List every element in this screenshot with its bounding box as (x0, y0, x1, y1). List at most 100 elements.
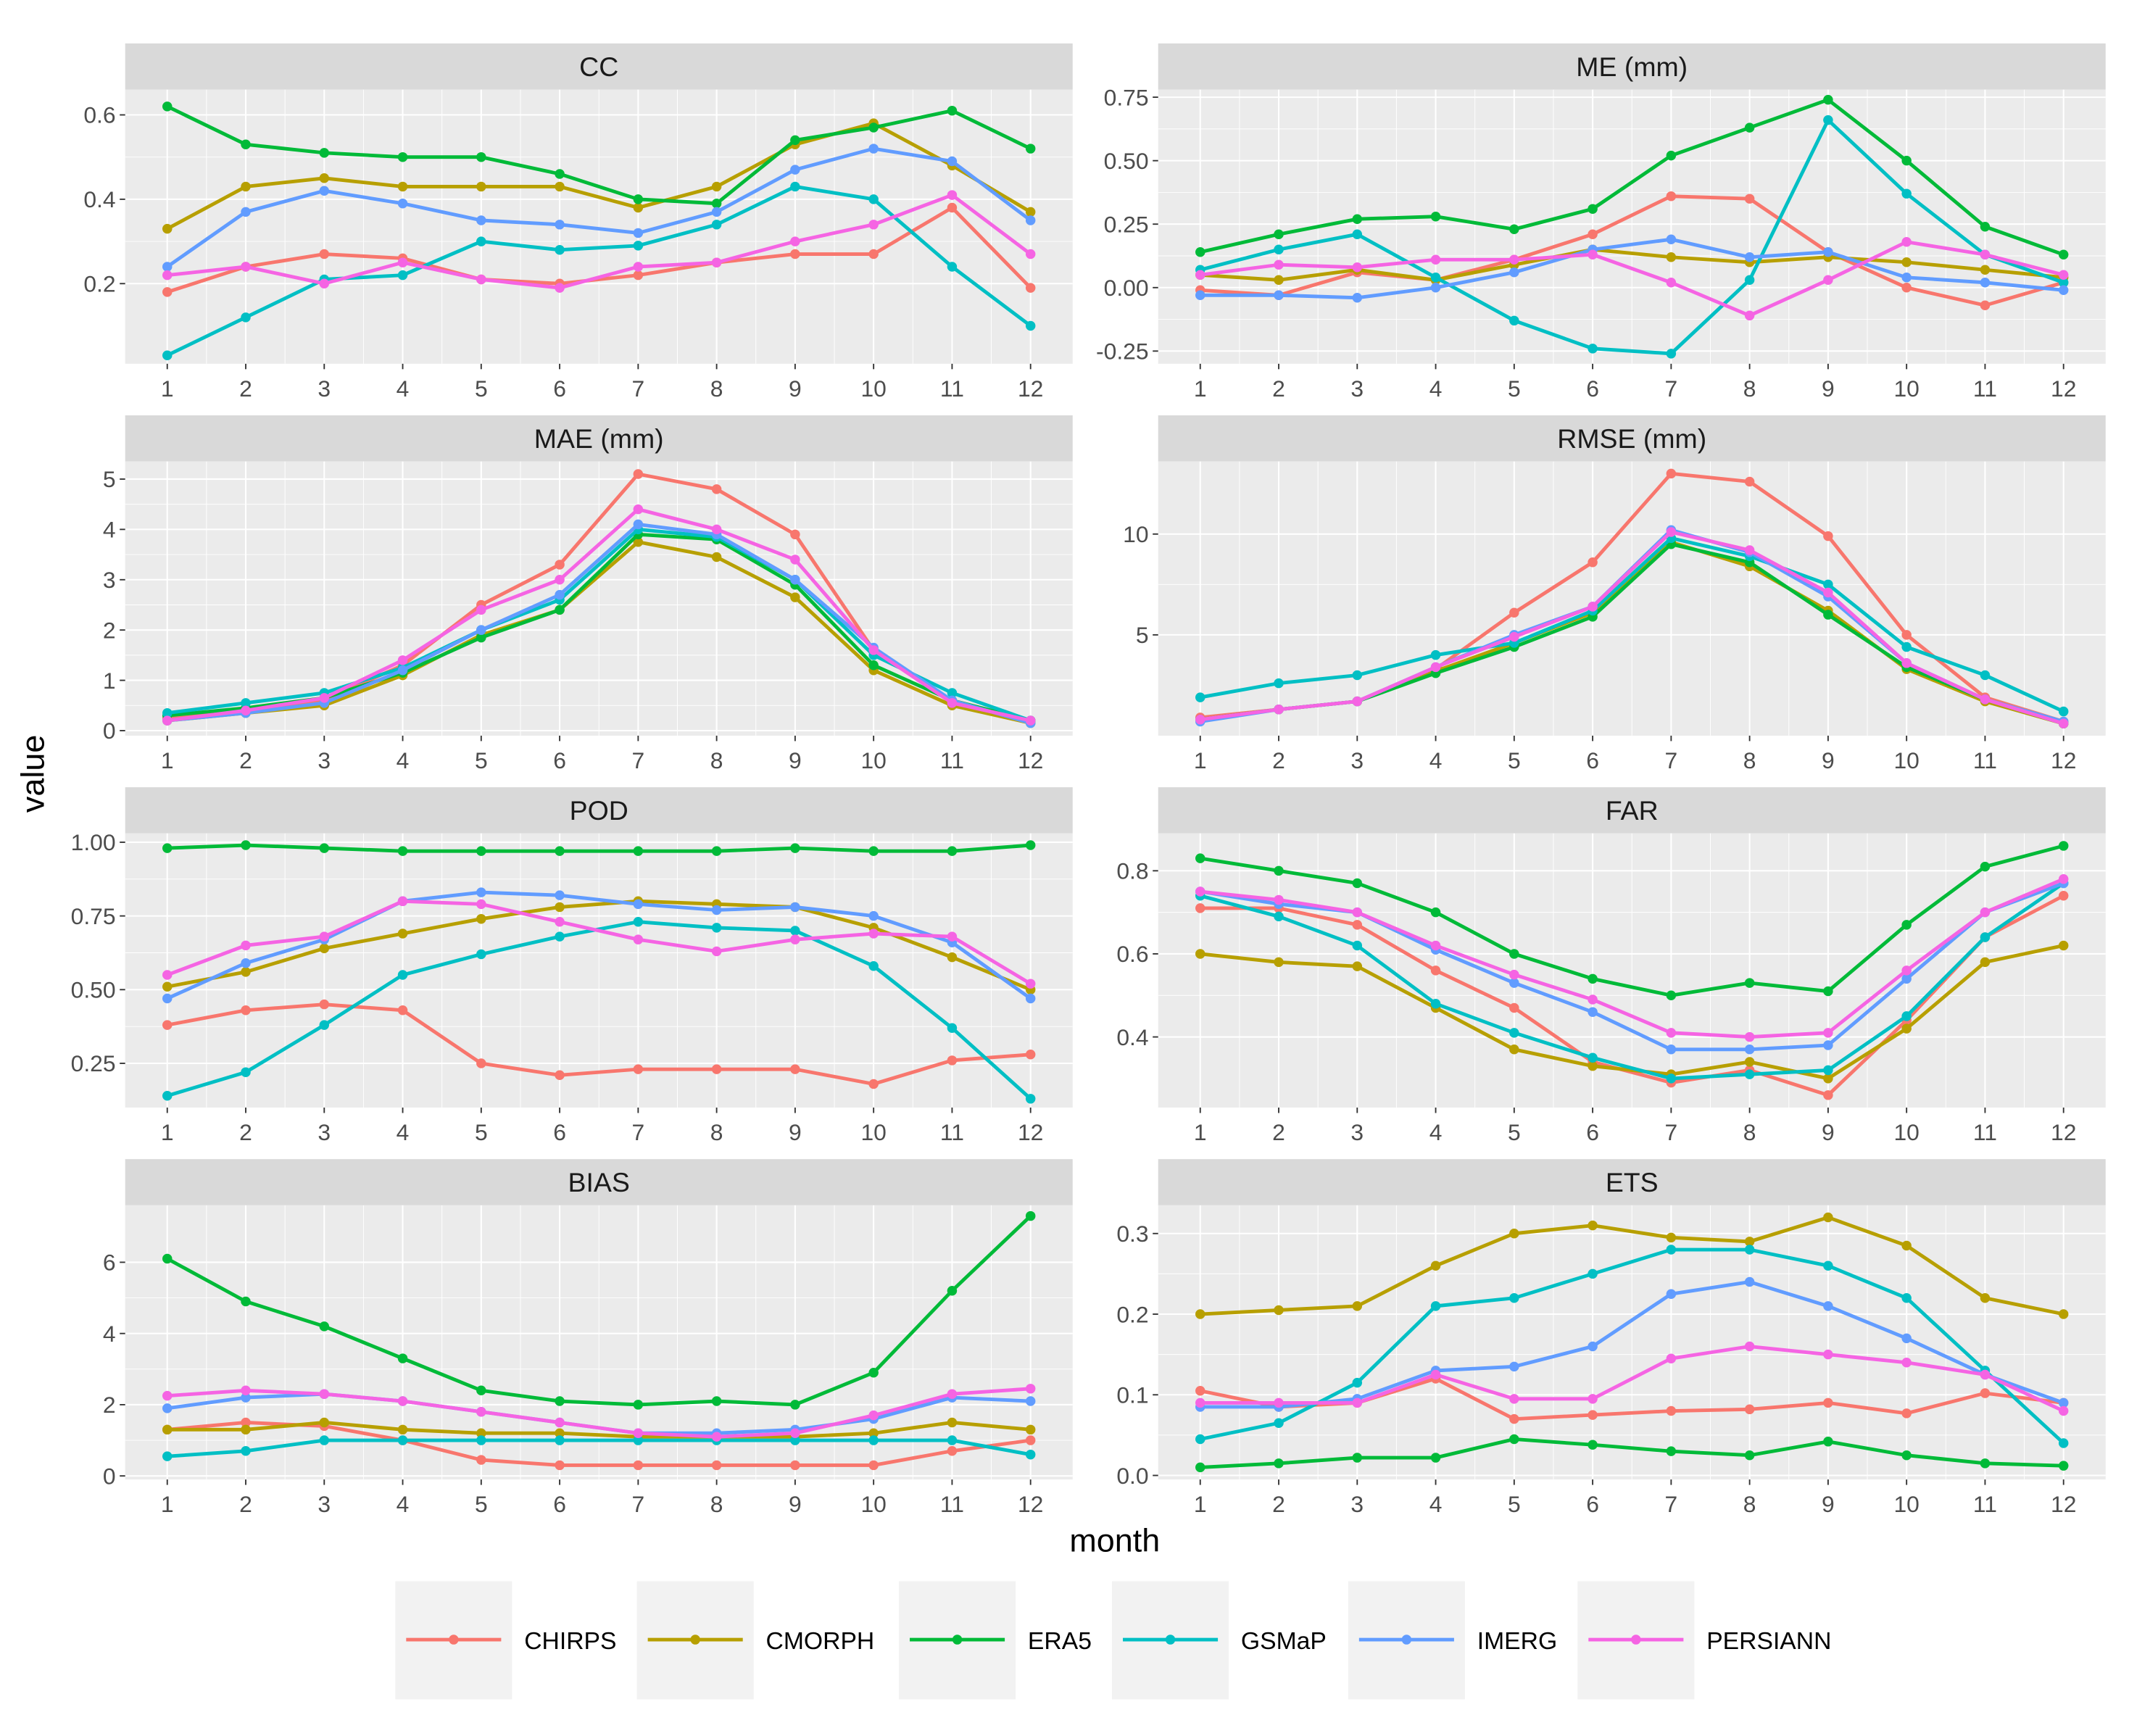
data-point (397, 1005, 408, 1016)
series-line (167, 1002, 1031, 1086)
series-line (1200, 117, 2064, 356)
data-point (476, 605, 486, 615)
data-point (1509, 1044, 1519, 1055)
data-point (1195, 1385, 1205, 1396)
data-point (633, 262, 644, 272)
data-point (2058, 1461, 2069, 1471)
data-point (1430, 940, 1441, 951)
data-point (1744, 122, 1755, 133)
data-point (1274, 290, 1284, 301)
data-point (868, 220, 879, 230)
data-point (1509, 1002, 1519, 1013)
data-point (1666, 527, 1677, 537)
data-point (2058, 890, 2069, 901)
data-point (790, 926, 800, 936)
data-point (397, 257, 408, 267)
data-point (1274, 1418, 1284, 1428)
data-point (241, 139, 251, 149)
data-point (947, 262, 958, 272)
data-point (1823, 587, 1833, 598)
data-point (241, 1067, 251, 1077)
x-tick-label: 12 (2051, 1119, 2076, 1145)
data-point (1352, 214, 1363, 224)
x-tick-label: 6 (1586, 1119, 1599, 1145)
data-point (1025, 979, 1036, 989)
panel-title: ETS (1606, 1167, 1659, 1197)
data-point (555, 902, 565, 913)
data-point (162, 1424, 173, 1435)
x-tick-label: 1 (1194, 747, 1207, 773)
data-point (1588, 229, 1598, 239)
data-point (397, 151, 408, 162)
data-point (1430, 1261, 1441, 1271)
y-tick-label: 0.4 (1116, 1024, 1148, 1050)
data-point (476, 899, 486, 910)
data-point (1588, 1341, 1598, 1352)
data-point (1666, 1028, 1677, 1038)
x-tick-label: 12 (1018, 1119, 1043, 1145)
x-tick-label: 12 (2051, 747, 2076, 773)
data-point (1509, 631, 1519, 642)
data-point (1980, 932, 1991, 942)
data-point (1430, 965, 1441, 976)
series-line (1200, 844, 2064, 997)
legend-item-persiann: PERSIANN (1577, 1581, 1831, 1700)
data-point (476, 1407, 486, 1417)
data-point (1744, 978, 1755, 988)
data-point (1901, 188, 1912, 199)
data-point (162, 843, 173, 853)
data-point (1901, 630, 1912, 640)
data-point (1274, 244, 1284, 254)
data-point (1823, 610, 1833, 620)
data-point (1430, 649, 1441, 660)
x-tick-label: 11 (940, 375, 964, 402)
x-axis-label: month (1069, 1521, 1160, 1558)
data-point (1430, 211, 1441, 222)
data-point (397, 1424, 408, 1435)
data-point (1823, 1212, 1833, 1223)
x-tick-label: 12 (2051, 1491, 2076, 1517)
data-point (1588, 602, 1598, 612)
data-point (633, 1460, 644, 1471)
data-point (947, 156, 958, 167)
legend-label: IMERG (1477, 1627, 1557, 1655)
data-point (868, 144, 879, 154)
x-tick-label: 4 (1429, 1119, 1443, 1145)
data-point (633, 536, 644, 547)
x-tick-label: 11 (1973, 375, 1997, 402)
data-point (790, 843, 800, 853)
x-tick-label: 4 (397, 375, 410, 402)
x-tick-label: 10 (860, 1491, 886, 1517)
data-point (1430, 1369, 1441, 1380)
x-tick-label: 11 (940, 1491, 964, 1517)
x-tick-label: 8 (1743, 1491, 1756, 1517)
x-tick-label: 1 (161, 1491, 174, 1517)
x-tick-label: 8 (1743, 375, 1756, 402)
data-point (1980, 957, 1991, 968)
data-point (1744, 1069, 1755, 1079)
series-chirps (162, 999, 1036, 1089)
data-point (555, 1428, 565, 1438)
data-point (1509, 1229, 1519, 1239)
y-tick-label: 4 (103, 1321, 116, 1347)
x-tick-label: 9 (1822, 1119, 1835, 1145)
data-point (1980, 1388, 1991, 1398)
data-point (241, 958, 251, 968)
data-point (162, 981, 173, 992)
x-tick-label: 3 (318, 1491, 331, 1517)
data-point (162, 1253, 173, 1264)
data-point (790, 1435, 800, 1445)
data-point (1509, 224, 1519, 234)
series-persiann (1195, 236, 2069, 321)
data-point (1901, 236, 1912, 247)
data-point (1274, 229, 1284, 239)
data-point (868, 122, 879, 133)
data-point (241, 840, 251, 850)
data-point (2058, 841, 2069, 851)
data-point (555, 589, 565, 600)
data-point (1025, 1449, 1036, 1460)
panel-title: BIAS (568, 1167, 630, 1197)
panel-strip (125, 1159, 1073, 1205)
data-point (790, 555, 800, 565)
data-point (397, 665, 408, 676)
